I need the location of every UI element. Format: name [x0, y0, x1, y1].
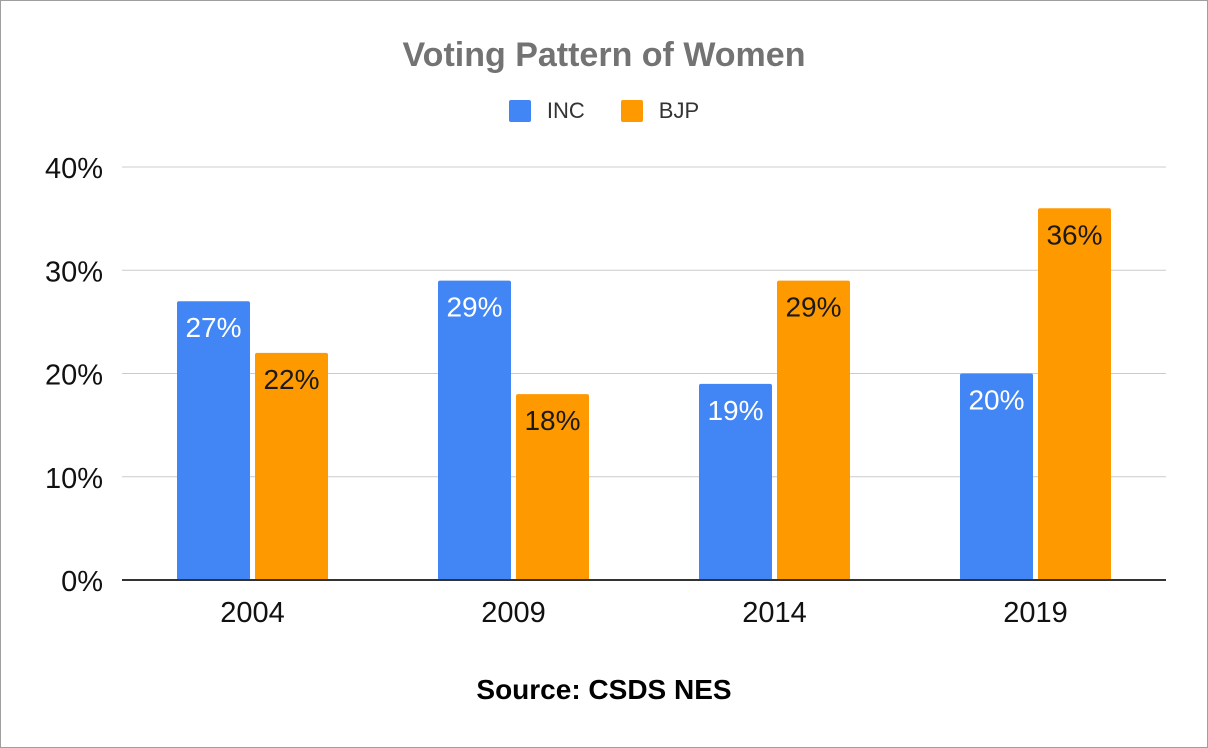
legend-label-inc: INC	[546, 98, 585, 123]
legend-swatch-bjp	[620, 100, 643, 122]
data-label: 27%	[185, 312, 241, 343]
bar-bjp	[516, 394, 589, 580]
data-label: 19%	[707, 395, 763, 426]
x-tick-label: 2009	[481, 597, 546, 629]
bar-bjp	[255, 352, 328, 580]
x-tick-label: 2019	[1003, 597, 1068, 629]
bar-inc	[699, 383, 772, 580]
legend-item-bjp: BJP	[620, 98, 700, 124]
data-label: 36%	[1046, 219, 1102, 250]
chart-legend: INC BJP	[0, 98, 1208, 124]
bar-inc	[438, 280, 511, 580]
y-tick-label: 0%	[61, 566, 103, 598]
data-label: 29%	[785, 292, 841, 323]
source-note: Source: CSDS NES	[476, 674, 732, 705]
data-label: 29%	[446, 292, 502, 323]
bar-inc	[960, 373, 1033, 580]
bar-bjp	[777, 280, 850, 580]
bar-bjp	[1038, 208, 1111, 581]
legend-item-inc: INC	[508, 98, 585, 124]
legend-label-bjp: BJP	[658, 98, 700, 123]
y-tick-label: 30%	[45, 256, 103, 288]
data-label: 22%	[263, 364, 319, 395]
y-tick-label: 10%	[45, 463, 103, 495]
legend-swatch-inc	[508, 100, 531, 122]
chart-title: Voting Pattern of Women	[402, 36, 806, 74]
data-label: 20%	[968, 385, 1024, 416]
x-tick-label: 2004	[220, 597, 285, 629]
x-tick-label: 2014	[742, 597, 807, 629]
y-tick-label: 40%	[45, 153, 103, 185]
data-label: 18%	[524, 405, 580, 436]
bar-inc	[177, 301, 250, 580]
y-tick-label: 20%	[45, 360, 103, 392]
